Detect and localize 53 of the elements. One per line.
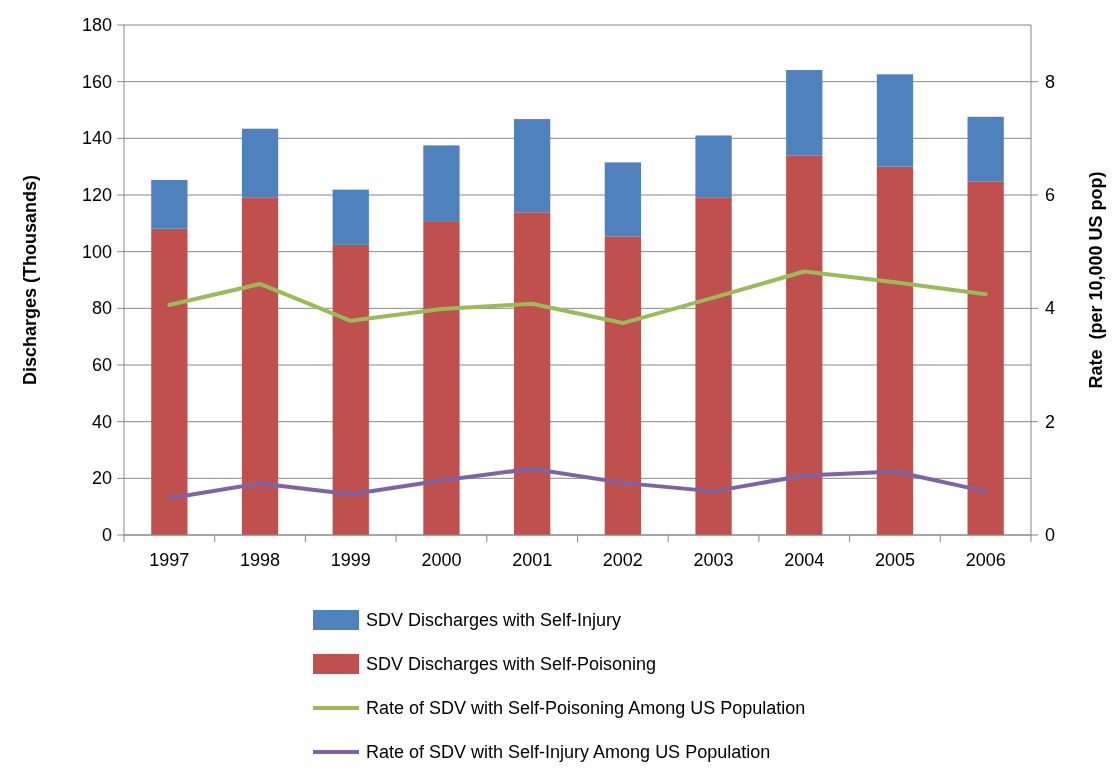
bar (876, 74, 914, 167)
y-tick-label: 160 (81, 71, 112, 92)
x-tick-label: 1999 (330, 550, 371, 570)
x-tick-label: 1997 (149, 550, 190, 570)
bar (151, 179, 188, 229)
y2-tick-label: 0 (1045, 525, 1056, 545)
y2-tick-label: 4 (1045, 298, 1056, 319)
y-tick-label: 0 (101, 525, 112, 545)
bar (604, 162, 641, 237)
y-tick-label: 40 (91, 411, 112, 432)
bar (332, 189, 369, 245)
bar (241, 128, 279, 198)
bar (151, 228, 188, 535)
legend-label: Rate of SDV with Self-Poisoning Among US Population (366, 698, 806, 718)
y-tick-label: 80 (91, 298, 112, 319)
x-tick-label: 2003 (693, 550, 734, 570)
y-tick-label: 60 (91, 355, 112, 375)
bar (876, 166, 914, 535)
y-tick-label: 100 (81, 241, 112, 262)
x-tick-label: 1998 (240, 550, 281, 570)
legend-label: SDV Discharges with Self-Injury (366, 610, 622, 630)
line-series (167, 269, 988, 326)
x-tick-label: 2004 (784, 550, 825, 570)
y2-tick-label: 8 (1045, 71, 1056, 92)
y-tick-label: 180 (81, 15, 112, 35)
y2-tick-label: 2 (1045, 411, 1056, 432)
y2-axis-title: Rate (per 10,000 US pop) (1086, 171, 1106, 389)
bar (423, 221, 460, 535)
bar (695, 135, 732, 198)
x-tick-label: 2005 (874, 550, 915, 570)
bar (332, 244, 369, 535)
y2-tick-label: 6 (1045, 185, 1056, 205)
x-tick-label: 2002 (602, 550, 643, 570)
bar (967, 116, 1004, 182)
legend-label: Rate of SDV with Self-Injury Among US Population (366, 742, 771, 762)
line-series (167, 466, 988, 501)
y-tick-label: 20 (91, 468, 112, 489)
bar (967, 181, 1004, 535)
bar (514, 119, 551, 213)
x-tick-label: 2000 (421, 550, 462, 570)
y-tick-label: 120 (81, 185, 112, 205)
x-tick-label: 2006 (965, 550, 1006, 570)
legend-label: SDV Discharges with Self-Poisoning (366, 654, 657, 674)
bar (604, 236, 641, 535)
y-axis-title: Discharges (Thousands) (20, 174, 40, 386)
bar (786, 155, 823, 535)
bar (423, 145, 460, 222)
bar (695, 197, 732, 535)
bar (786, 70, 823, 156)
bar (241, 197, 279, 535)
x-tick-label: 2001 (512, 550, 553, 570)
y-tick-label: 140 (81, 128, 112, 149)
bar (514, 212, 551, 535)
